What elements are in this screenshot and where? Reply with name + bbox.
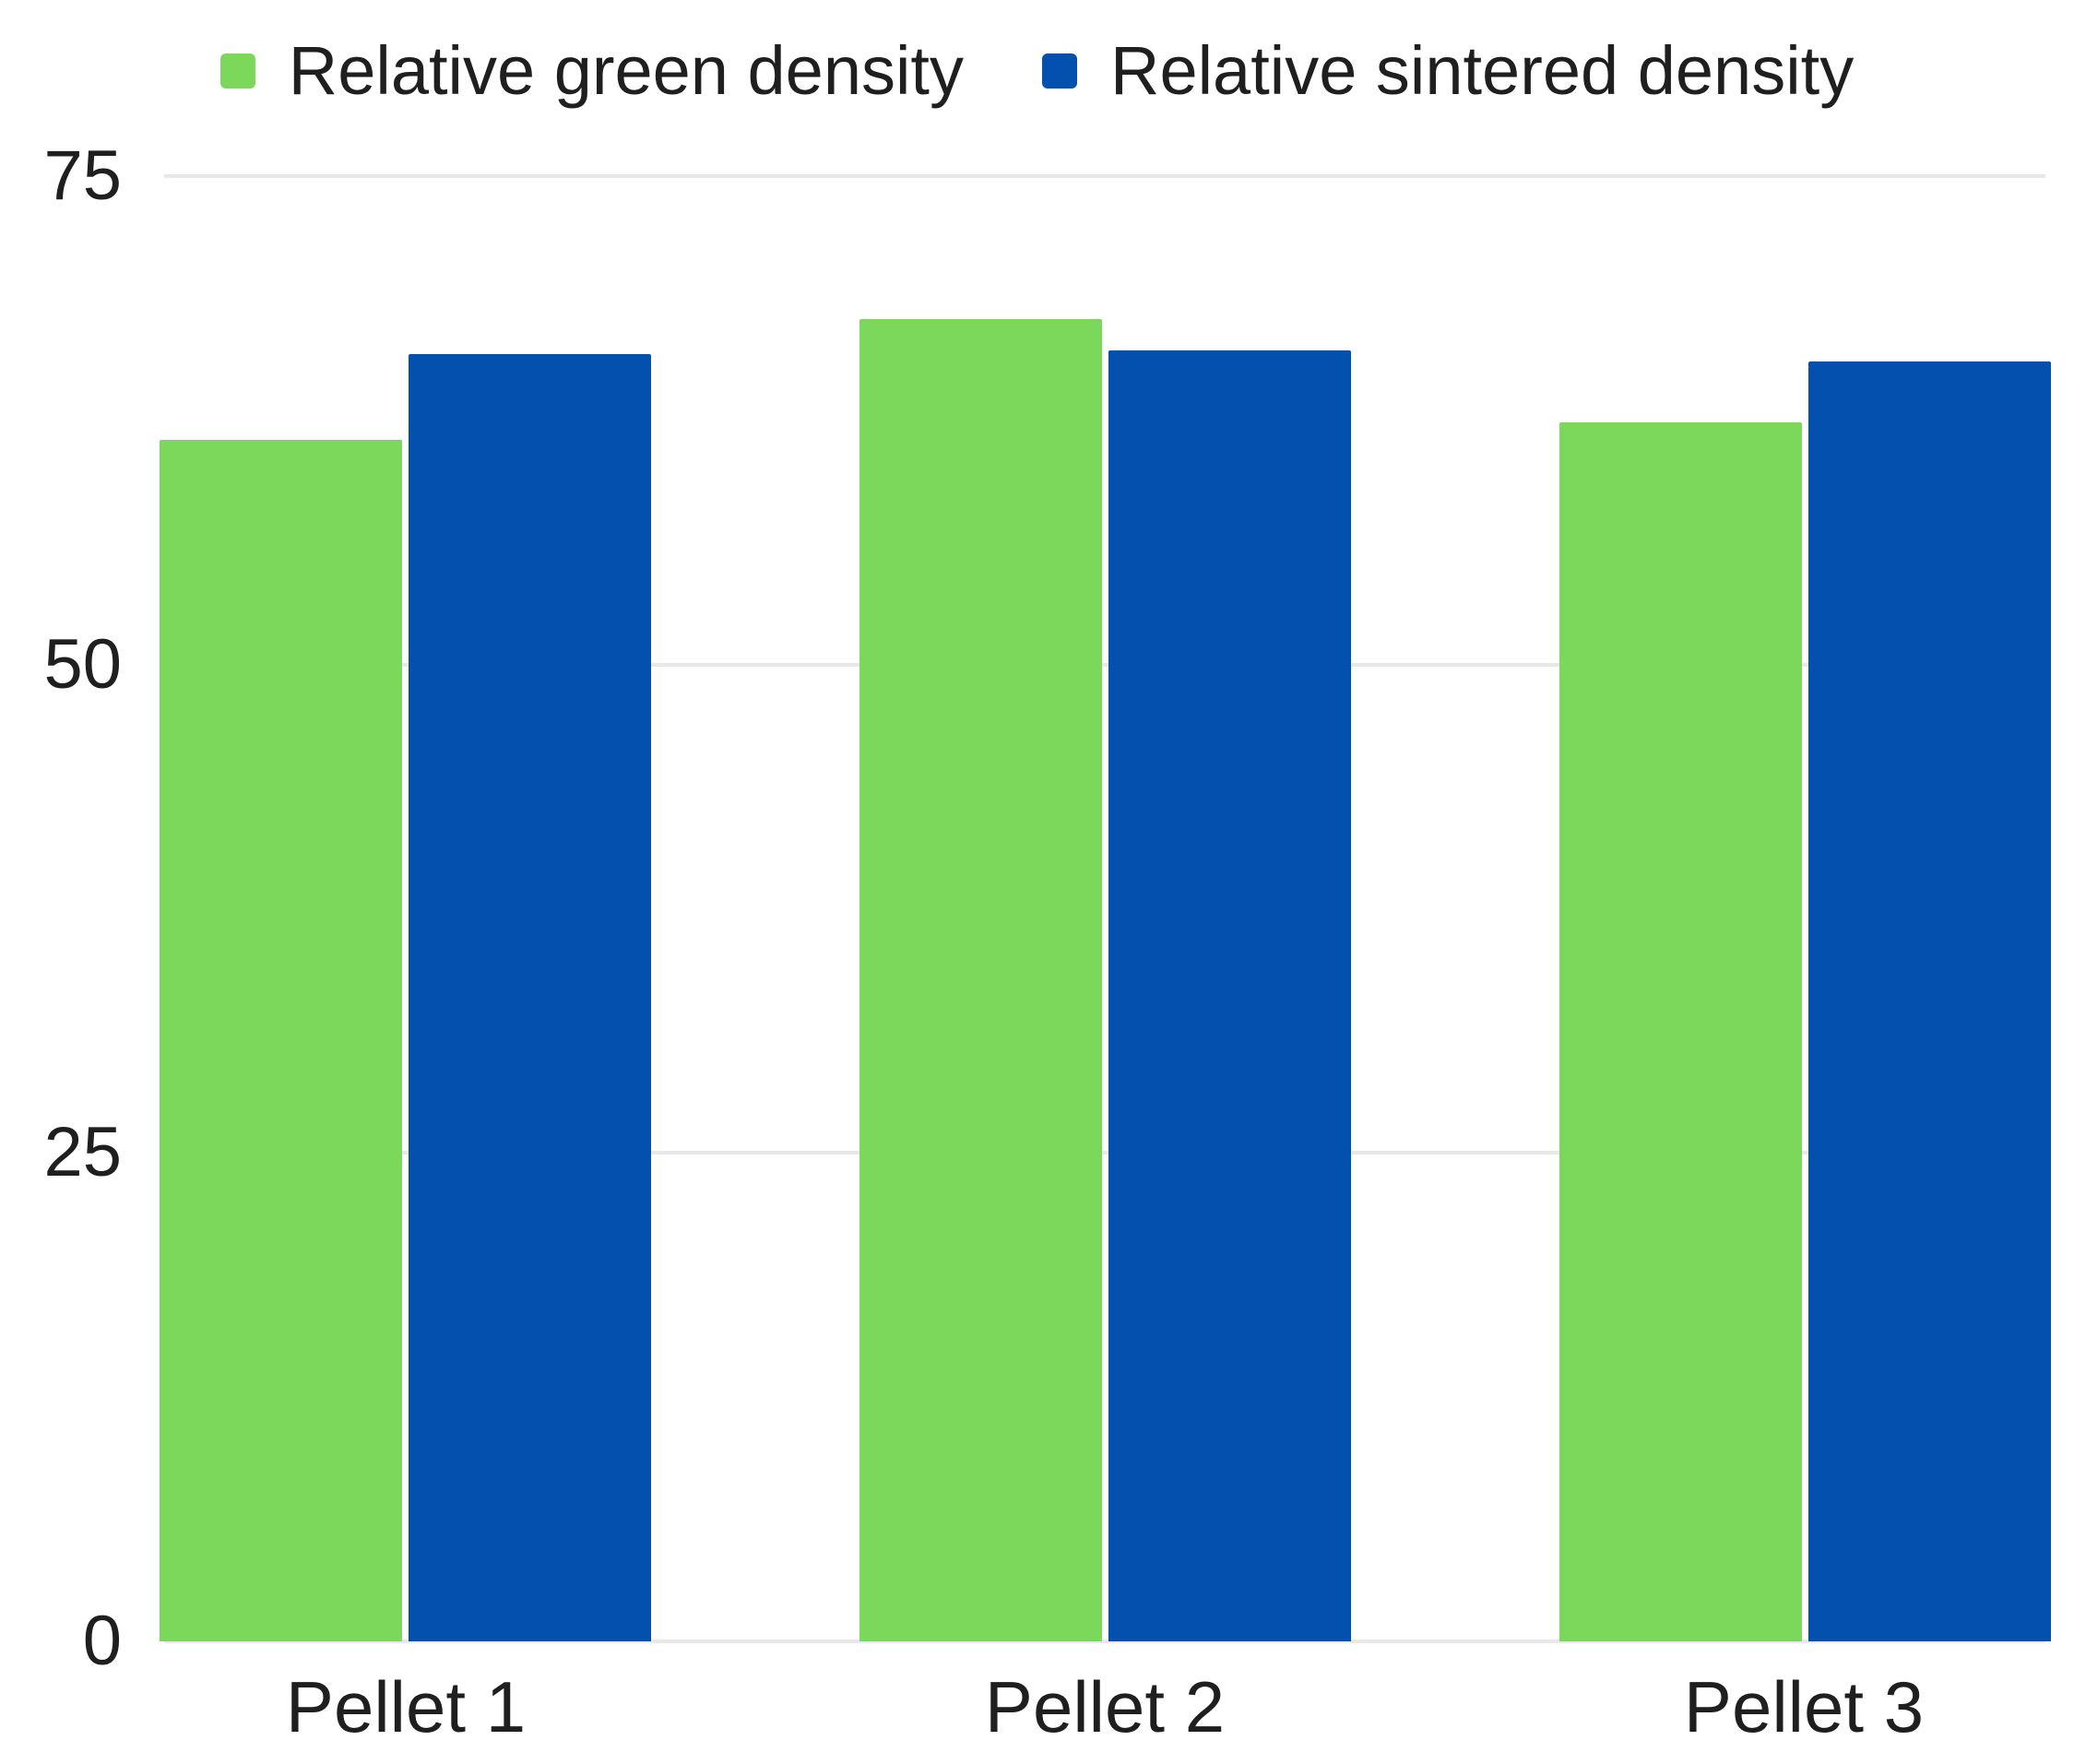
y-tick-0: 0	[82, 1602, 122, 1680]
y-axis: 75 50 25 0	[0, 141, 122, 1676]
legend-swatch-blue-icon	[1042, 53, 1077, 89]
x-label-pellet-1: Pellet 1	[285, 1666, 527, 1747]
x-label-pellet-3: Pellet 3	[1683, 1666, 1925, 1747]
bar-pellet-2-relative-green-density	[859, 318, 1102, 1641]
gridline-75	[164, 174, 2045, 178]
chart-legend: Relative green density Relative sintered…	[0, 20, 2074, 122]
y-tick-25: 25	[43, 1113, 122, 1192]
plot-area	[157, 174, 2051, 1643]
gridline-50	[164, 662, 2045, 667]
gridline-baseline	[164, 1640, 2045, 1643]
legend-label-green-density: Relative green density	[288, 32, 964, 109]
legend-item-sintered-density: Relative sintered density	[1042, 37, 1854, 105]
x-label-pellet-2: Pellet 2	[984, 1666, 1226, 1747]
legend-label-sintered-density: Relative sintered density	[1110, 32, 1855, 109]
bar-pellet-1-relative-green-density	[160, 440, 402, 1641]
bar-pellet-1-relative-sintered-density	[409, 353, 651, 1641]
bar-pellet-3-relative-green-density	[1559, 421, 1802, 1641]
bar-pellet-2-relative-sintered-density	[1108, 349, 1351, 1641]
x-axis: Pellet 1 Pellet 2 Pellet 3	[0, 1671, 2074, 1763]
legend-swatch-green-icon	[219, 53, 255, 89]
y-tick-75: 75	[43, 136, 122, 215]
legend-item-green-density: Relative green density	[219, 32, 964, 109]
y-tick-50: 50	[43, 624, 122, 704]
gridline-25	[164, 1151, 2045, 1155]
bar-pellet-3-relative-sintered-density	[1808, 361, 2051, 1641]
